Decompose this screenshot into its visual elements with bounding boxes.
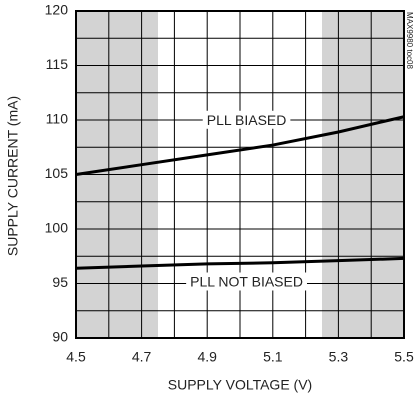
label-background xyxy=(186,272,307,291)
x-tick-label: 5.3 xyxy=(329,349,349,365)
label-background xyxy=(202,110,291,129)
y-tick-label: 115 xyxy=(46,56,69,72)
y-tick-label: 110 xyxy=(46,111,69,127)
x-tick-label: 4.9 xyxy=(197,349,217,365)
annotation: MAX9980 toc08 xyxy=(405,12,414,69)
y-tick-label: 100 xyxy=(45,220,69,236)
series-label: PLL NOT BIASED xyxy=(190,273,303,289)
series-label: PLL BIASED xyxy=(207,112,287,128)
y-tick-label: 105 xyxy=(45,165,69,181)
x-tick-label: 5.5 xyxy=(394,349,414,365)
x-axis-label: SUPPLY VOLTAGE (V) xyxy=(168,377,312,393)
x-tick-label: 4.5 xyxy=(66,349,86,365)
y-tick-label: 120 xyxy=(45,2,69,18)
y-tick-label: 90 xyxy=(52,329,68,345)
x-tick-label: 5.1 xyxy=(263,349,283,365)
y-axis-label: SUPPLY CURRENT (mA) xyxy=(5,96,21,256)
series-line xyxy=(75,256,405,270)
y-tick-label: 95 xyxy=(52,274,68,290)
series-line xyxy=(75,115,405,176)
x-tick-label: 4.7 xyxy=(132,349,152,365)
